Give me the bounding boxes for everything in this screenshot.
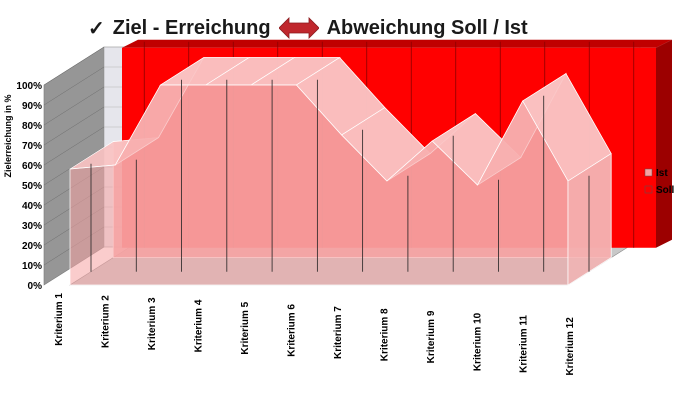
soll-top-face [122, 39, 672, 48]
x-tick-label: Kriterium 9 [426, 310, 437, 363]
y-tick-label: 80% [22, 121, 42, 132]
x-axis-categories: Kriterium 1 Kriterium 2 Kriterium 3 Kriteri… [54, 293, 576, 376]
x-tick-label: Kriterium 7 [333, 306, 344, 359]
y-tick-label: 20% [22, 241, 42, 252]
x-tick-label: Kriterium 2 [101, 295, 112, 348]
legend-label-soll: Soll [656, 185, 675, 196]
side-gridline [43, 126, 105, 166]
title-deviation: Abweichung Soll / Ist [326, 16, 528, 39]
soll-side-face [656, 39, 672, 248]
chart-title-row: ✓ Ziel - Erreichung Abweichung Soll / Is… [88, 13, 528, 43]
y-tick-label: 90% [22, 101, 42, 112]
x-tick-label: Kriterium 5 [240, 301, 251, 354]
side-gridline [43, 106, 105, 146]
x-tick-label: Kriterium 4 [193, 299, 204, 352]
x-tick-label: Kriterium 12 [565, 317, 576, 376]
ist-front-face [69, 84, 569, 286]
legend-label-ist: Ist [656, 168, 668, 179]
side-gridline [43, 46, 105, 86]
y-tick-label: 100% [16, 81, 42, 92]
y-axis-title: Zielerreichung in % [3, 94, 13, 177]
double-arrow-icon [278, 17, 319, 39]
side-gridline [43, 146, 105, 186]
legend-swatch-soll [644, 185, 653, 194]
series-ist [69, 57, 612, 286]
y-tick-label: 10% [22, 261, 42, 272]
legend-swatch-ist [644, 168, 653, 177]
y-tick-label: 70% [22, 141, 42, 152]
y-tick-label: 0% [28, 281, 43, 292]
x-tick-label: Kriterium 3 [147, 297, 158, 350]
x-tick-label: Kriterium 1 [54, 293, 65, 346]
side-gridline [43, 86, 105, 126]
legend: Ist Soll [644, 168, 675, 196]
ist-end-cap [567, 152, 612, 286]
side-gridline [43, 66, 105, 106]
y-tick-label: 60% [22, 161, 42, 172]
x-tick-label: Kriterium 11 [519, 315, 530, 373]
x-tick-label: Kriterium 6 [286, 304, 297, 357]
y-tick-label: 30% [22, 221, 42, 232]
x-tick-label: Kriterium 10 [472, 312, 483, 371]
y-axis-ticks: 0% 10% 20% 30% 40% 50% 60% 70% 80% 90% 100% [16, 81, 42, 292]
title-goal-achievement: Ziel - Erreichung [112, 16, 271, 39]
y-tick-label: 40% [22, 201, 42, 212]
y-tick-label: 50% [22, 181, 42, 192]
check-icon: ✓ [88, 17, 105, 40]
x-tick-label: Kriterium 8 [379, 308, 390, 361]
